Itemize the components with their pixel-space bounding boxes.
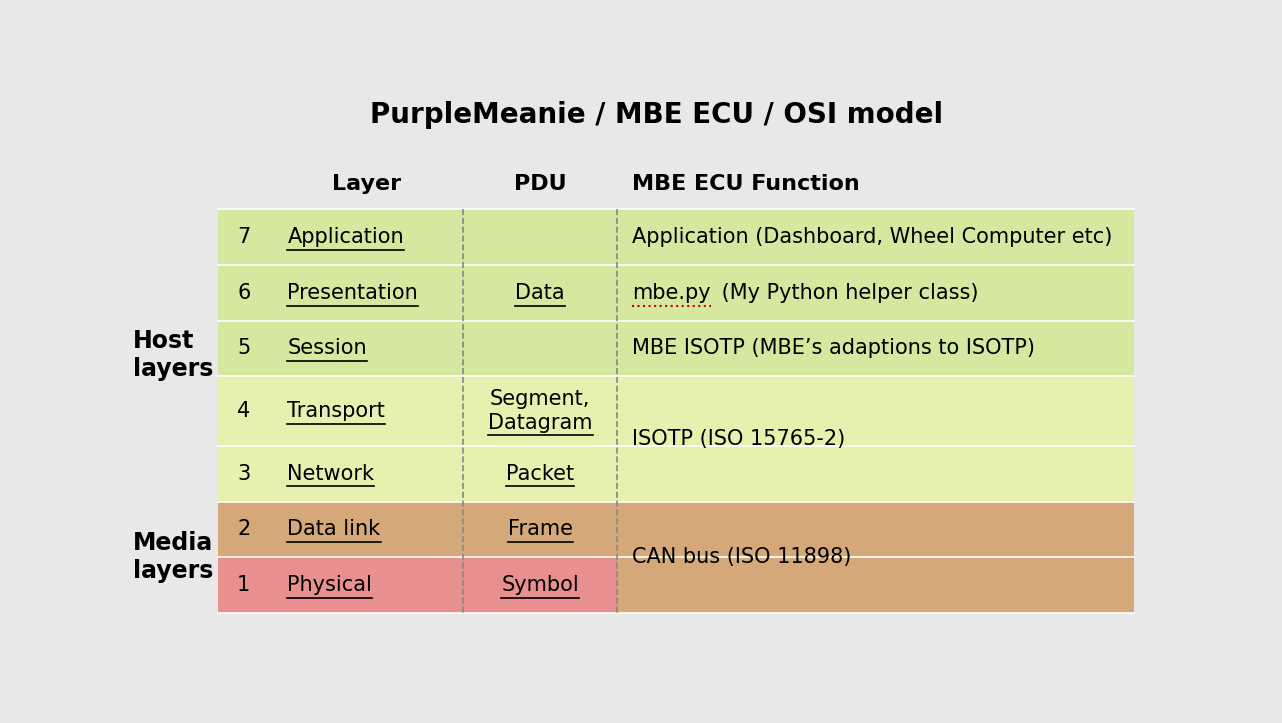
Text: Application (Dashboard, Wheel Computer etc): Application (Dashboard, Wheel Computer e…	[632, 227, 1113, 247]
Text: Session: Session	[287, 338, 367, 359]
Text: Layer: Layer	[332, 174, 401, 194]
Text: Symbol: Symbol	[501, 575, 579, 595]
Text: PDU: PDU	[514, 174, 567, 194]
Bar	[617, 502, 1133, 557]
Bar	[617, 209, 1133, 265]
Bar	[218, 265, 617, 320]
Text: Frame: Frame	[508, 519, 573, 539]
Text: 4: 4	[237, 401, 250, 421]
Text: Data link: Data link	[287, 519, 381, 539]
Bar	[218, 209, 617, 265]
Text: 5: 5	[237, 338, 250, 359]
Text: 6: 6	[237, 283, 250, 303]
Text: PurpleMeanie / MBE ECU / OSI model: PurpleMeanie / MBE ECU / OSI model	[370, 100, 944, 129]
Text: MBE ISOTP (MBE’s adaptions to ISOTP): MBE ISOTP (MBE’s adaptions to ISOTP)	[632, 338, 1035, 359]
Text: Network: Network	[287, 463, 374, 484]
Text: Packet: Packet	[506, 463, 574, 484]
Text: 2: 2	[237, 519, 250, 539]
Bar	[617, 557, 1133, 613]
Text: Segment,
Datagram: Segment, Datagram	[488, 390, 592, 432]
Text: Application: Application	[287, 227, 404, 247]
Text: Media
layers: Media layers	[133, 531, 213, 583]
Bar	[218, 557, 617, 613]
Text: Data: Data	[515, 283, 565, 303]
Text: 1: 1	[237, 575, 250, 595]
Bar	[218, 320, 617, 376]
Bar	[617, 320, 1133, 376]
Text: Host
layers: Host layers	[133, 330, 213, 381]
Text: 3: 3	[237, 463, 250, 484]
Text: CAN bus (ISO 11898): CAN bus (ISO 11898)	[632, 547, 851, 567]
Bar	[218, 376, 617, 446]
Bar	[218, 446, 617, 502]
Bar	[617, 265, 1133, 320]
Text: Transport: Transport	[287, 401, 386, 421]
Text: Presentation: Presentation	[287, 283, 418, 303]
Text: (My Python helper class): (My Python helper class)	[714, 283, 978, 303]
Bar	[218, 502, 617, 557]
Text: mbe.py: mbe.py	[632, 283, 710, 303]
Bar	[617, 376, 1133, 446]
Text: Physical: Physical	[287, 575, 372, 595]
Text: 7: 7	[237, 227, 250, 247]
Bar	[617, 446, 1133, 502]
Text: MBE ECU Function: MBE ECU Function	[632, 174, 860, 194]
Text: ISOTP (ISO 15765-2): ISOTP (ISO 15765-2)	[632, 429, 845, 449]
